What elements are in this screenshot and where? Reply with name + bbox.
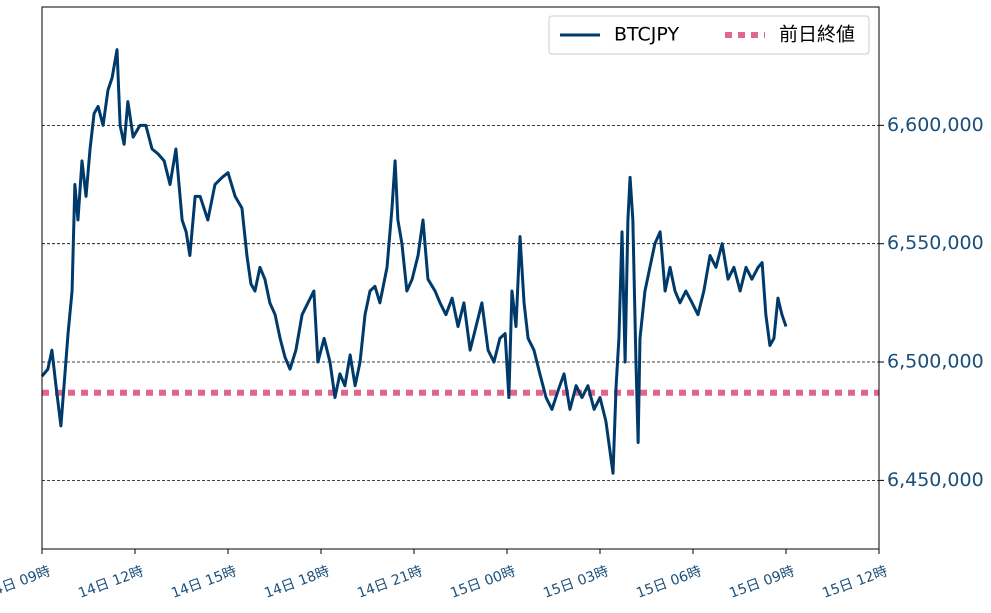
x-tick-label: 15日 09時: [727, 563, 796, 601]
legend-box: [548, 15, 870, 55]
x-tick-label: 14日 12時: [76, 563, 145, 601]
legend-label: BTCJPY: [614, 24, 679, 46]
plot-frame: [41, 6, 880, 550]
x-tick-label: 15日 03時: [541, 563, 610, 601]
x-tick-label: 14日 21時: [355, 563, 424, 601]
data-line: [40, 48, 788, 475]
x-tick-label: 14日 09時: [0, 563, 53, 601]
x-tick-label: 15日 06時: [634, 563, 703, 601]
x-tick-label: 14日 18時: [262, 563, 331, 601]
y-tick-label: 6,500,000: [887, 351, 984, 373]
x-tick-label: 15日 12時: [820, 563, 889, 601]
y-tick-label: 6,550,000: [887, 232, 984, 254]
legend-label: 前日終値: [779, 24, 855, 46]
y-tick-label: 6,600,000: [887, 114, 984, 136]
x-tick-label: 14日 15時: [169, 563, 238, 601]
legend: BTCJPY 前日終値: [548, 15, 870, 55]
y-tick-label: 6,450,000: [887, 469, 984, 491]
x-tick-label: 15日 00時: [448, 563, 517, 601]
